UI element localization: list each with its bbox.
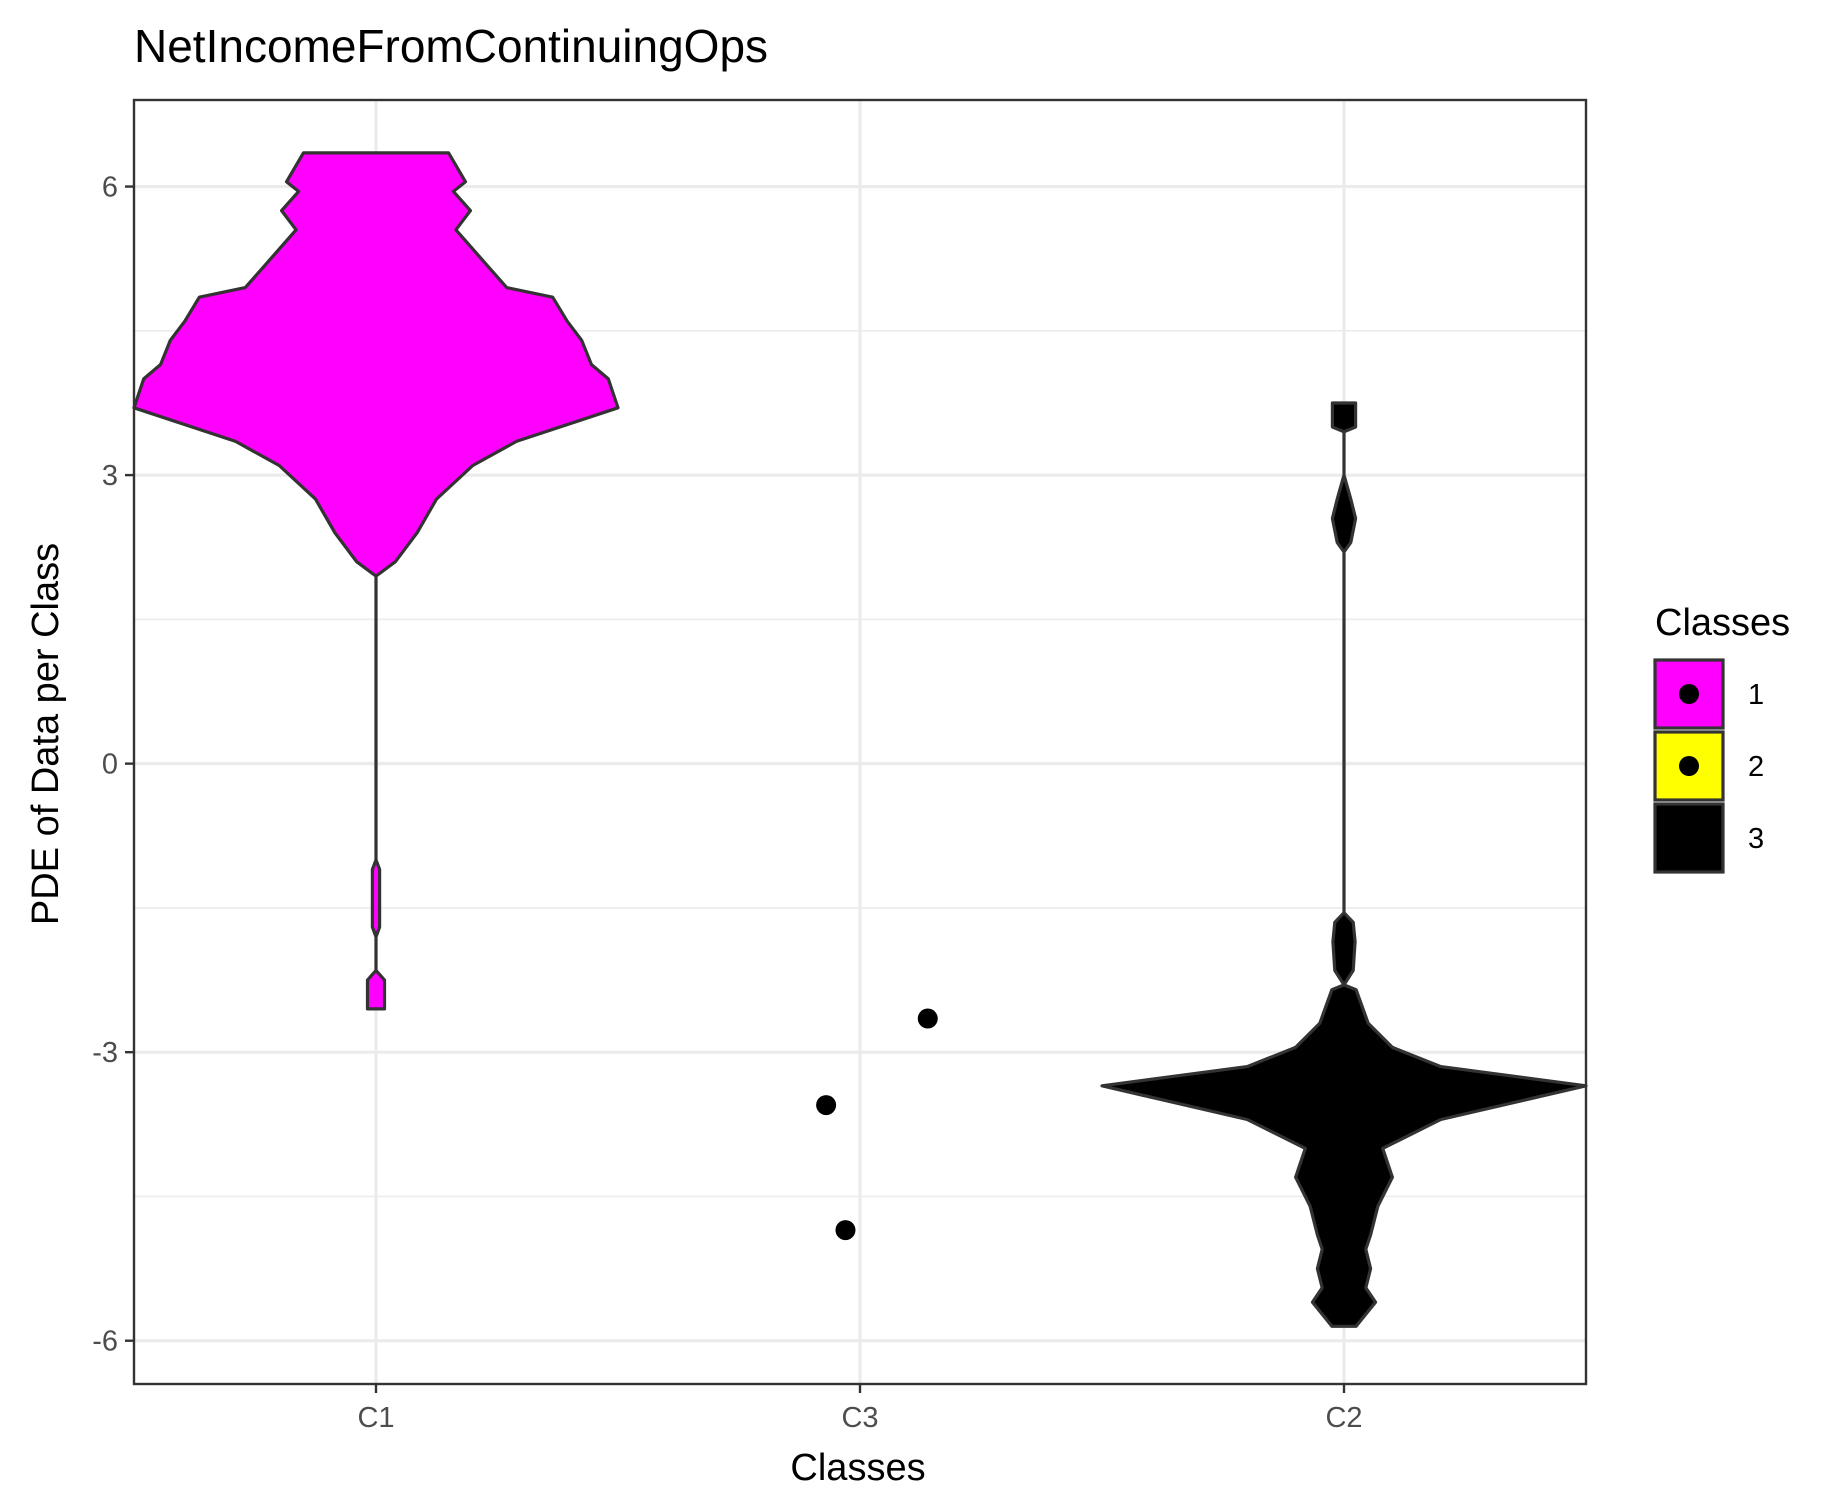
- data-point: [917, 1008, 938, 1029]
- y-tick-label: -3: [92, 1037, 118, 1069]
- data-point: [835, 1220, 856, 1241]
- legend-key-point: [1679, 756, 1699, 776]
- legend-item: 2: [1653, 730, 1764, 802]
- y-axis-title: PDE of Data per Class: [25, 543, 67, 925]
- legend-title: Classes: [1655, 602, 1790, 644]
- legend-key-point: [1679, 684, 1699, 704]
- y-tick-label: -6: [92, 1326, 118, 1358]
- x-tick-label: C2: [1325, 1402, 1362, 1434]
- violin-C2: [1100, 401, 1588, 1328]
- legend-item: 1: [1653, 658, 1764, 730]
- legend-label: 3: [1748, 823, 1764, 855]
- x-tick-label: C1: [357, 1402, 394, 1434]
- legend-key: [1653, 658, 1725, 730]
- y-tick-label: 6: [102, 172, 118, 204]
- legend-key-point: [1679, 828, 1699, 848]
- y-tick-label: 3: [102, 460, 118, 492]
- y-tick-label: 0: [102, 749, 118, 781]
- x-axis-title: Classes: [790, 1447, 925, 1489]
- data-point: [816, 1095, 837, 1116]
- chart-title: NetIncomeFromContinuingOps: [134, 20, 768, 72]
- legend-label: 1: [1748, 679, 1764, 711]
- legend-label: 2: [1748, 751, 1764, 783]
- legend-item: 3: [1653, 802, 1764, 874]
- legend: Classes 1 2 3: [1653, 602, 1790, 874]
- plot-panel: -6 -3 0 3 6 C1 C3 C2: [92, 98, 1588, 1434]
- x-tick-label: C3: [841, 1402, 878, 1434]
- violin-C1: [132, 151, 620, 1011]
